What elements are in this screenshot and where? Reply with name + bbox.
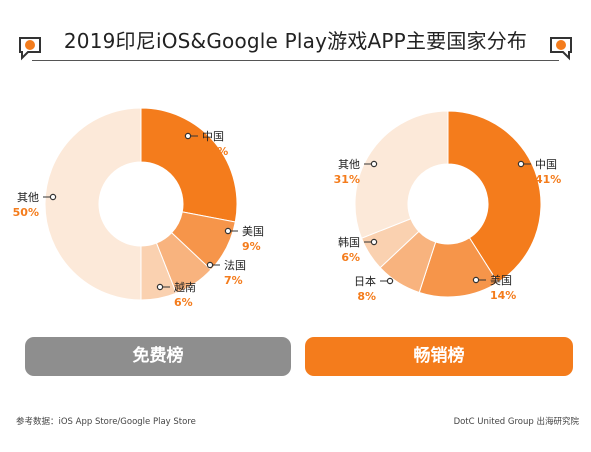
- label-marker-dot: [472, 276, 480, 284]
- credit-text: DotC United Group 出海研究院: [453, 417, 579, 427]
- slice-percent-label: 31%: [334, 173, 360, 186]
- slice-percent-label: 14%: [490, 289, 516, 302]
- donut-slice: [140, 107, 238, 223]
- data-source: 参考数据：iOS App Store/Google Play Store: [16, 417, 196, 427]
- donut-chart-1: 中国 28% 美国 9% 法国 7% 越南 6% 其他 50%: [13, 107, 264, 309]
- slice-category-label: 法国: [224, 258, 246, 272]
- slice-percent-label: 8%: [357, 290, 376, 303]
- label-marker-dot: [224, 227, 232, 235]
- tab-free-ranking[interactable]: 免费榜: [25, 337, 291, 376]
- label-marker-dot: [206, 261, 214, 269]
- slice-label: 法国 7%: [206, 258, 246, 287]
- donut-slice: [447, 110, 542, 284]
- slice-percent-label: 9%: [242, 240, 261, 253]
- slice-percent-label: 28%: [202, 145, 228, 158]
- label-marker-dot: [370, 238, 378, 246]
- slice-category-label: 美国: [242, 225, 264, 238]
- slice-category-label: 越南: [174, 280, 196, 294]
- slice-percent-label: 50%: [13, 206, 39, 219]
- slice-label: 其他 50%: [13, 191, 57, 219]
- donut-slice: [44, 107, 142, 301]
- slice-percent-label: 6%: [341, 251, 360, 264]
- title-underline: [32, 60, 559, 61]
- speech-bubble-icon: [550, 37, 572, 61]
- slice-category-label: 日本: [354, 274, 376, 288]
- slice-category-label: 其他: [17, 191, 39, 204]
- donut-charts: 中国 28% 美国 9% 法国 7% 越南 6% 其他 50% 中国 41% 美国 14% 日本 8% 韩国 6%…: [13, 107, 561, 309]
- speech-bubble-icon: [19, 37, 41, 61]
- label-marker-dot: [370, 160, 378, 168]
- label-marker-dot: [386, 277, 394, 285]
- slice-label: 美国 9%: [224, 225, 264, 253]
- slice-label: 其他 31%: [334, 158, 378, 186]
- slice-label: 韩国 6%: [338, 235, 378, 264]
- slice-category-label: 韩国: [338, 235, 360, 249]
- slice-label: 日本 8%: [354, 274, 394, 303]
- slice-category-label: 其他: [338, 158, 360, 171]
- label-marker-dot: [517, 160, 525, 168]
- label-marker-dot: [49, 193, 57, 201]
- slice-label: 越南 6%: [156, 280, 196, 309]
- title-bar: 2019印尼iOS&Google Play游戏APP主要国家分布: [10, 24, 581, 62]
- page-title: 2019印尼iOS&Google Play游戏APP主要国家分布: [50, 24, 541, 58]
- slice-category-label: 中国: [535, 158, 557, 171]
- slice-label: 美国 14%: [472, 274, 516, 302]
- label-marker-dot: [156, 283, 164, 291]
- slice-percent-label: 41%: [535, 173, 561, 186]
- slice-label: 中国 41%: [517, 158, 561, 186]
- slice-label: 中国 28%: [184, 130, 228, 158]
- slice-percent-label: 6%: [174, 296, 193, 309]
- donut-chart-2: 中国 41% 美国 14% 日本 8% 韩国 6% 其他 31%: [334, 110, 561, 303]
- label-marker-dot: [184, 132, 192, 140]
- slice-category-label: 美国: [490, 274, 512, 287]
- donut-slice: [354, 110, 449, 239]
- tab-grossing-ranking[interactable]: 畅销榜: [305, 337, 573, 376]
- slice-percent-label: 7%: [224, 274, 243, 287]
- slice-category-label: 中国: [202, 130, 224, 143]
